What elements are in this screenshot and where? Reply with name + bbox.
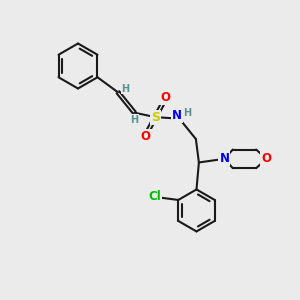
- Text: O: O: [160, 92, 170, 104]
- Text: N: N: [172, 109, 182, 122]
- Text: H: H: [130, 115, 138, 125]
- Text: N: N: [219, 152, 230, 165]
- Text: S: S: [151, 111, 160, 124]
- Text: O: O: [261, 152, 272, 165]
- Text: Cl: Cl: [148, 190, 161, 202]
- Text: H: H: [183, 108, 191, 118]
- Text: O: O: [141, 130, 151, 143]
- Text: H: H: [121, 84, 129, 94]
